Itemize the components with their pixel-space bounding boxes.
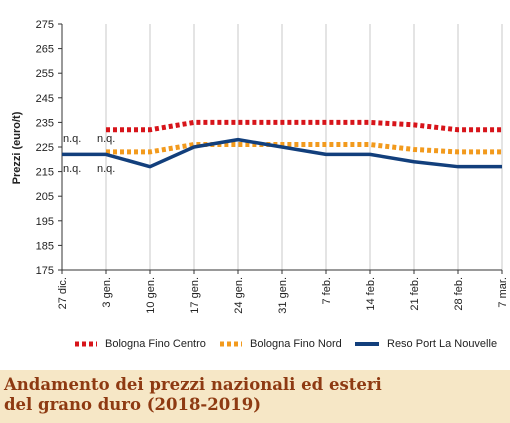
y-tick-label: 255 <box>36 68 54 80</box>
y-tick-label: 175 <box>36 265 54 277</box>
y-axis-label: Prezzi (euro/t) <box>11 111 23 184</box>
legend-label: Bologna Fino Nord <box>250 338 342 350</box>
legend-item-bologna-fino-centro: Bologna Fino Centro <box>73 334 206 354</box>
y-tick-label: 245 <box>36 93 54 105</box>
caption-line-2: del grano duro (2018-2019) <box>4 395 261 414</box>
legend-label: Bologna Fino Centro <box>105 338 206 350</box>
x-tick-label: 31 gen. <box>277 277 289 314</box>
x-tick-label: 27 dic. <box>57 277 69 309</box>
legend-swatch-nord <box>220 341 242 347</box>
y-tick-label: 235 <box>36 117 54 129</box>
series-line-0 <box>106 119 502 133</box>
nq-annotation: n.q. <box>63 163 81 175</box>
x-tick-label: 24 gen. <box>233 277 245 314</box>
legend-swatch-centro <box>75 341 97 347</box>
y-tick-label: 185 <box>36 240 54 252</box>
nq-annotation: n.q. <box>63 133 81 145</box>
series-line-1 <box>106 142 502 155</box>
chart-legend: Bologna Fino Centro Bologna Fino Nord Re… <box>0 334 510 356</box>
x-tick-label: 7 feb. <box>321 277 333 305</box>
x-tick-label: 14 feb. <box>365 277 377 311</box>
x-tick-label: 3 gen. <box>101 277 113 308</box>
x-tick-label: 17 gen. <box>189 277 201 314</box>
x-tick-label: 7 mar. <box>497 277 509 308</box>
caption-line-1: Andamento dei prezzi nazionali ed esteri <box>4 375 382 394</box>
series-line-2 <box>62 137 502 169</box>
x-tick-label: 10 gen. <box>145 277 157 314</box>
legend-item-reso-port-la-nouvelle: Reso Port La Nouvelle <box>355 334 497 354</box>
legend-item-bologna-fino-nord: Bologna Fino Nord <box>218 334 342 354</box>
y-tick-label: 205 <box>36 191 54 203</box>
x-tick-label: 21 feb. <box>409 277 421 311</box>
price-chart: Prezzi (euro/t) 175 185 195 205 215 225 235 245… <box>11 19 509 314</box>
y-tick-label: 215 <box>36 167 54 179</box>
y-tick-label: 265 <box>36 44 54 56</box>
caption-title: Andamento dei prezzi nazionali ed esteri… <box>4 375 382 415</box>
y-tick-label: 275 <box>36 19 54 31</box>
y-tick-label: 225 <box>36 142 54 154</box>
nq-annotation: n.q. <box>97 133 115 145</box>
legend-label: Reso Port La Nouvelle <box>387 338 498 350</box>
chart-caption: Andamento dei prezzi nazionali ed esteri… <box>0 370 510 423</box>
x-tick-label: 28 feb. <box>453 277 465 311</box>
nq-annotation: n.q. <box>97 163 115 175</box>
legend-swatch-reso <box>355 342 379 346</box>
y-tick-label: 195 <box>36 216 54 228</box>
